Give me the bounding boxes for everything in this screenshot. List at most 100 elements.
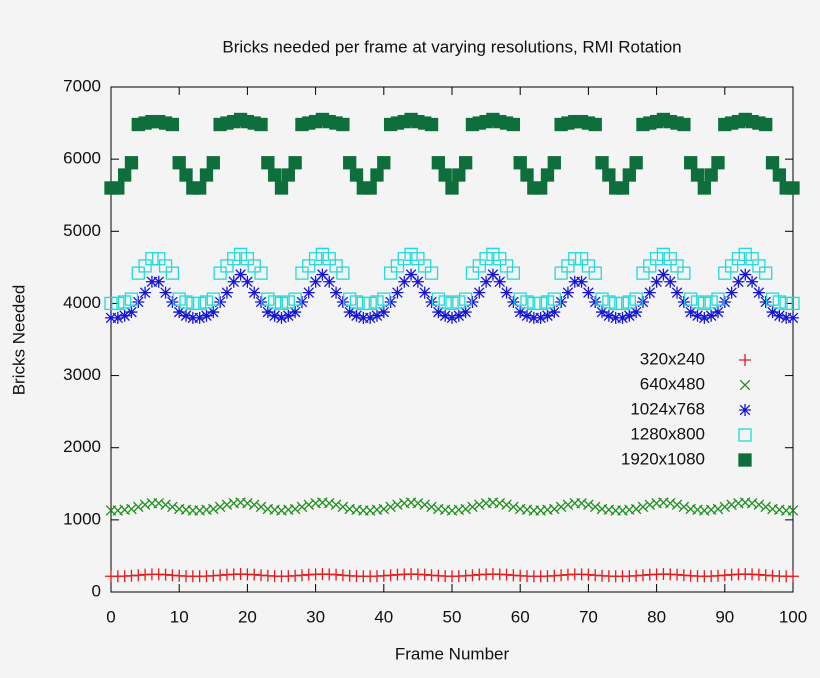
marker	[384, 295, 397, 308]
marker	[732, 275, 745, 288]
marker	[329, 259, 343, 273]
chart-title: Bricks needed per frame at varying resol…	[222, 37, 681, 56]
marker	[752, 286, 765, 299]
marker	[609, 311, 622, 324]
marker	[465, 266, 480, 280]
marker	[636, 266, 650, 280]
marker	[274, 296, 289, 311]
marker	[508, 501, 519, 513]
marker	[268, 309, 281, 322]
y-tick-label: 2000	[63, 437, 101, 456]
marker	[193, 181, 207, 195]
marker	[214, 295, 227, 308]
y-tick-label: 0	[92, 581, 101, 600]
marker	[738, 247, 752, 262]
marker	[779, 296, 793, 311]
marker	[404, 247, 418, 262]
marker	[616, 311, 629, 324]
marker	[521, 309, 534, 322]
marker	[656, 247, 671, 262]
marker	[677, 117, 691, 132]
marker	[446, 311, 458, 324]
marker	[540, 168, 555, 182]
marker	[588, 266, 602, 280]
marker	[711, 306, 724, 319]
marker	[711, 292, 725, 306]
x-tick-label: 10	[170, 607, 189, 626]
marker	[303, 499, 315, 510]
marker	[118, 309, 131, 322]
marker	[281, 295, 295, 309]
marker	[657, 268, 670, 281]
marker	[261, 292, 275, 306]
marker	[670, 259, 684, 273]
marker	[574, 252, 589, 266]
marker	[233, 247, 248, 262]
x-tick-label: 30	[306, 607, 325, 626]
marker	[125, 306, 138, 319]
marker	[179, 295, 193, 309]
marker	[724, 259, 739, 273]
marker	[773, 309, 786, 322]
marker	[138, 259, 152, 273]
marker	[746, 275, 759, 288]
marker	[418, 286, 431, 299]
x-tick-label: 90	[715, 607, 734, 626]
marker	[104, 296, 118, 311]
marker	[780, 311, 793, 324]
marker	[370, 168, 384, 182]
marker	[459, 306, 472, 319]
marker	[405, 268, 418, 281]
marker	[507, 295, 520, 308]
marker	[275, 311, 288, 324]
marker	[615, 296, 630, 311]
x-tick-label: 60	[511, 607, 530, 626]
marker	[152, 275, 165, 288]
marker	[289, 306, 302, 319]
x-tick-label: 50	[443, 607, 462, 626]
marker	[765, 292, 780, 306]
marker	[739, 268, 752, 281]
marker	[431, 292, 446, 306]
marker	[595, 292, 609, 306]
marker	[302, 286, 315, 299]
marker	[731, 252, 746, 266]
marker	[330, 286, 343, 299]
marker	[678, 501, 690, 513]
marker	[132, 295, 145, 308]
marker	[671, 286, 684, 299]
marker	[568, 275, 581, 288]
marker	[561, 259, 575, 273]
marker	[506, 117, 521, 132]
marker	[690, 168, 705, 182]
marker	[765, 156, 780, 170]
marker	[772, 168, 787, 182]
marker	[772, 295, 787, 309]
marker	[193, 296, 207, 311]
marker	[622, 295, 636, 309]
marker	[411, 275, 424, 288]
y-tick-label: 6000	[63, 149, 101, 168]
marker	[494, 498, 505, 509]
marker	[411, 252, 425, 266]
marker	[629, 156, 643, 170]
marker	[493, 275, 506, 288]
marker	[117, 168, 132, 182]
y-tick-label: 1000	[63, 509, 101, 528]
marker	[323, 498, 335, 509]
marker	[636, 295, 649, 308]
y-tick-label: 3000	[63, 365, 101, 384]
marker	[467, 501, 478, 513]
marker	[254, 117, 268, 132]
marker	[295, 295, 308, 308]
marker	[630, 503, 642, 515]
marker	[336, 266, 350, 280]
marker	[583, 499, 594, 510]
marker	[602, 309, 615, 322]
marker	[691, 309, 704, 322]
legend-marker	[738, 428, 752, 442]
marker	[131, 266, 145, 280]
y-tick-label: 4000	[63, 293, 101, 312]
marker	[145, 252, 159, 266]
